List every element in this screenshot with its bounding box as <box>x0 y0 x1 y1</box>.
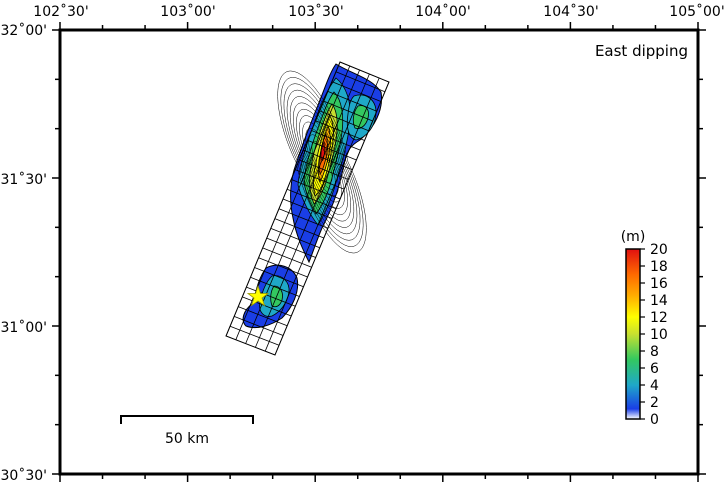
slip-contour-line <box>308 134 336 190</box>
map-frame <box>52 22 706 482</box>
colorbar: (m) 20 18 16 14 12 10 8 6 4 2 0 <box>621 229 668 428</box>
lat-label: 31˚00' <box>1 319 47 336</box>
lat-label: 32˚00' <box>1 22 47 39</box>
colorbar-tick-label: 6 <box>650 361 659 377</box>
epicenter-star-icon <box>246 284 270 307</box>
fault-grid-line <box>315 120 365 141</box>
scale-bar-line <box>120 415 254 424</box>
fault-grid <box>225 61 390 356</box>
lon-label: 105˚00' <box>669 3 724 20</box>
slip-contour-line <box>305 128 339 196</box>
fault-grid-line <box>270 227 320 249</box>
slip-contour-line <box>277 70 367 254</box>
fault-grid-line <box>299 159 349 180</box>
fault-grid-line <box>238 306 288 327</box>
fault-grid-line <box>327 90 377 112</box>
fault-grid-line <box>254 267 304 288</box>
fault-grid-line <box>307 139 357 161</box>
colorbar-tick-label: 18 <box>650 259 668 275</box>
frame-ticks <box>52 22 706 482</box>
slip-contours <box>242 63 383 329</box>
colorbar-tick-label: 0 <box>650 412 659 428</box>
fault-grid-line <box>250 276 300 297</box>
colorbar-tick-label: 12 <box>650 310 668 326</box>
lon-label: 104˚30' <box>543 3 598 20</box>
latitude-labels: 32˚00' 31˚30' 31˚00' 30˚30' <box>1 22 47 484</box>
fault-grid-line <box>335 71 386 93</box>
fault-grid-lines <box>226 62 389 355</box>
fault-grid-line <box>274 218 325 239</box>
fault-grid-line <box>242 296 292 317</box>
fault-grid-line <box>286 188 337 210</box>
slip-contour-line <box>292 102 352 222</box>
lat-label: 31˚30' <box>1 171 47 188</box>
fault-grid-line <box>264 77 380 352</box>
lon-label: 103˚00' <box>160 3 215 20</box>
fault-grid-line <box>331 81 382 102</box>
fault-grid-line <box>319 110 369 132</box>
colorbar-tick-label: 8 <box>650 344 659 360</box>
fault-grid-line <box>245 69 360 344</box>
slip-contour-line <box>311 140 333 184</box>
fault-grid-line <box>290 179 341 200</box>
panel-label: East dipping <box>595 42 688 60</box>
fault-grid-line <box>233 316 284 336</box>
colorbar-tick-marks <box>640 248 645 420</box>
scale-bar-label: 50 km <box>165 431 209 447</box>
colorbar-ticks: 20 18 16 14 12 10 8 6 4 2 0 <box>650 242 668 428</box>
colorbar-unit: (m) <box>621 229 646 245</box>
fault-grid-line <box>229 325 280 346</box>
fault-grid-line <box>303 149 353 171</box>
colorbar-tick-label: 2 <box>650 395 659 411</box>
scale-bar: 50 km <box>120 415 254 447</box>
lat-label: 30˚30' <box>1 467 47 484</box>
colorbar-ramp <box>625 248 641 420</box>
fault-grid-line <box>266 237 316 258</box>
slip-contour-line <box>280 77 364 247</box>
slip-contour-line <box>299 115 345 209</box>
lon-label: 103˚30' <box>288 3 343 20</box>
colorbar-tick-label: 16 <box>650 276 668 292</box>
lon-label: 104˚00' <box>415 3 470 20</box>
fault-grid-line <box>311 130 361 151</box>
fault-grid-line <box>278 208 329 229</box>
fault-grid-line <box>282 198 333 219</box>
colorbar-tick-label: 10 <box>650 327 668 343</box>
longitude-labels: 102˚30' 103˚00' 103˚30' 104˚00' 104˚30' … <box>33 3 724 20</box>
fault-grid-line <box>295 169 345 190</box>
fault-grid-line <box>258 257 308 278</box>
colorbar-tick-label: 4 <box>650 378 659 394</box>
fault-grid-line <box>246 286 296 307</box>
slip-contour-line <box>296 108 348 216</box>
fault-grid-line <box>274 81 389 355</box>
fault-grid-line <box>323 100 373 122</box>
colorbar-tick-label: 14 <box>650 293 668 309</box>
colorbar-tick-label: 20 <box>650 242 668 258</box>
fault-grid-line <box>255 73 370 348</box>
lon-label: 102˚30' <box>33 3 88 20</box>
fault-grid-line <box>262 247 312 268</box>
slip-contour-line <box>286 89 358 235</box>
